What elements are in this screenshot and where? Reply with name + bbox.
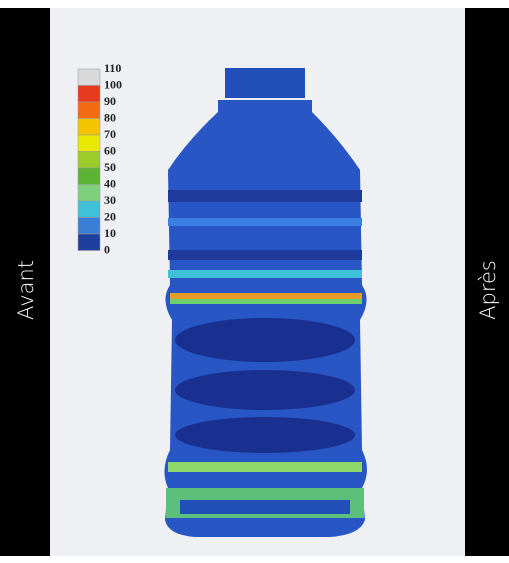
figure: Avant Après 1101009080706050403020100 bbox=[0, 0, 509, 563]
legend-swatch bbox=[78, 119, 100, 136]
legend-label: 30 bbox=[104, 193, 116, 207]
before-label: Avant bbox=[14, 260, 38, 320]
legend-swatch bbox=[78, 135, 100, 152]
legend-swatch bbox=[78, 218, 100, 235]
legend-label: 20 bbox=[104, 209, 116, 223]
legend-swatch bbox=[78, 168, 100, 185]
legend-swatch bbox=[78, 201, 100, 218]
legend-label: 10 bbox=[104, 226, 116, 240]
legend-swatch bbox=[78, 69, 100, 86]
legend-swatch bbox=[78, 102, 100, 119]
legend-label: 70 bbox=[104, 127, 116, 141]
legend-label: 100 bbox=[104, 77, 122, 91]
legend-label: 50 bbox=[104, 160, 116, 174]
legend-swatch bbox=[78, 234, 100, 251]
legend-label: 40 bbox=[104, 176, 116, 190]
legend-swatch bbox=[78, 185, 100, 202]
legend-swatch bbox=[78, 152, 100, 169]
legend-label: 0 bbox=[104, 242, 110, 256]
after-label: Après bbox=[476, 260, 500, 320]
legend-label: 90 bbox=[104, 94, 116, 108]
legend-label: 80 bbox=[104, 110, 116, 124]
legend-swatch bbox=[78, 86, 100, 103]
legend-label: 60 bbox=[104, 143, 116, 157]
legend-label: 110 bbox=[104, 61, 121, 75]
